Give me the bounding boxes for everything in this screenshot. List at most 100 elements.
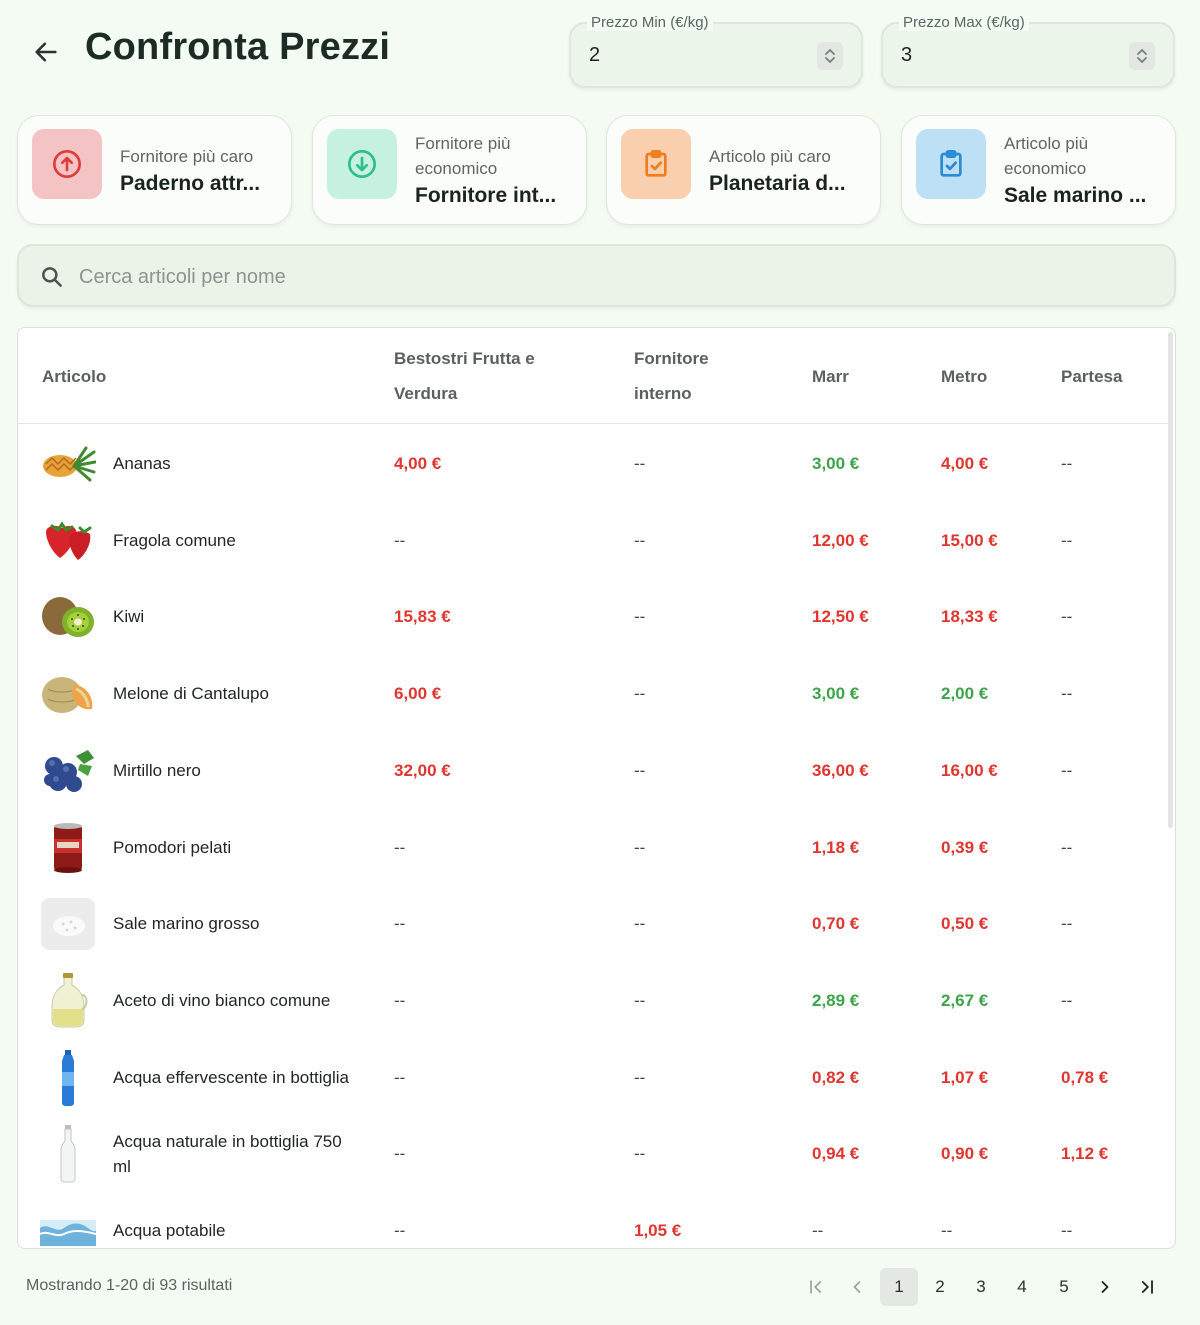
max-price-stepper[interactable]: [1129, 42, 1155, 70]
product-name: Acqua potabile: [113, 1221, 226, 1240]
price-cell: --: [1061, 683, 1073, 703]
table-row[interactable]: Aceto di vino bianco comune -- -- 2,89 € 2,6…: [18, 962, 1168, 1039]
product-name: Kiwi: [113, 607, 145, 626]
product-image: [40, 1050, 96, 1106]
price-cell: 0,82 €: [812, 1067, 860, 1087]
product-name: Fragola comune: [113, 531, 236, 550]
card-most-expensive-supplier[interactable]: Fornitore più caro Paderno attr...: [17, 115, 292, 225]
card-cheapest-supplier[interactable]: Fornitore più economico Fornitore int...: [312, 115, 587, 225]
table-row[interactable]: Pomodori pelati -- -- 1,18 € 0,39 € --: [18, 809, 1168, 886]
page-button-2[interactable]: 2: [935, 1277, 945, 1296]
table-row[interactable]: Acqua effervescente in bottiglia -- -- 0,82…: [18, 1039, 1168, 1116]
page-button-5[interactable]: 5: [1059, 1277, 1069, 1296]
price-cell: 12,50 €: [812, 606, 869, 626]
first-page-button[interactable]: [797, 1268, 835, 1306]
card-label: Articolo più economico: [1004, 134, 1089, 178]
column-header-supplier[interactable]: Partesa: [1061, 366, 1123, 386]
card-badge: [327, 129, 397, 199]
price-cell: --: [1061, 760, 1073, 780]
price-cell: 15,00 €: [941, 530, 998, 550]
price-cell: 32,00 €: [394, 760, 451, 780]
price-cell: --: [394, 1067, 406, 1087]
previous-page-button[interactable]: [838, 1268, 876, 1306]
card-label: Articolo più caro: [709, 146, 831, 166]
product-image: [40, 667, 96, 721]
table-header: Articolo Bestostri Frutta e Verdura Forn…: [18, 328, 1168, 424]
price-cell: 1,05 €: [634, 1220, 682, 1240]
table-row[interactable]: Melone di Cantalupo 6,00 € -- 3,00 € 2,00 € -…: [18, 655, 1168, 732]
table-scrollbar[interactable]: [1168, 332, 1173, 828]
table-row[interactable]: Acqua naturale in bottiglia 750 ml -- -- 0,…: [18, 1115, 1168, 1192]
search-input[interactable]: [79, 264, 1079, 290]
card-badge: [916, 129, 986, 199]
table-row[interactable]: Fragola comune -- -- 12,00 € 15,00 € --: [18, 502, 1168, 579]
table-row[interactable]: Sale marino grosso -- -- 0,70 € 0,50 € --: [18, 885, 1168, 962]
card-value: Planetaria d...: [709, 171, 846, 195]
chevron-left-icon: [853, 1281, 861, 1293]
table-row[interactable]: Mirtillo nero 32,00 € -- 36,00 € 16,00 € --: [18, 732, 1168, 809]
max-price-field[interactable]: Prezzo Max (€/kg): [881, 14, 1175, 88]
price-cell: 2,67 €: [941, 990, 989, 1010]
search-bar[interactable]: [17, 244, 1176, 307]
price-cell: --: [634, 1067, 646, 1087]
price-cell: 1,07 €: [941, 1067, 989, 1087]
page-button-3[interactable]: 3: [976, 1277, 986, 1296]
product-image: [40, 590, 96, 644]
product-name: Ananas: [113, 454, 171, 473]
table-row[interactable]: Kiwi 15,83 € -- 12,50 € 18,33 € --: [18, 578, 1168, 655]
column-header-supplier[interactable]: Metro: [941, 366, 988, 386]
column-header-supplier[interactable]: Marr: [812, 366, 849, 386]
last-page-icon: [1141, 1280, 1153, 1294]
card-badge: [32, 129, 102, 199]
page-button-1[interactable]: 1: [880, 1268, 918, 1306]
price-cell: 3,00 €: [812, 453, 860, 473]
price-cell: --: [941, 1220, 953, 1240]
price-cell: 15,83 €: [394, 606, 451, 626]
price-cell: 36,00 €: [812, 760, 869, 780]
product-image: [40, 437, 96, 491]
price-cell: --: [634, 1143, 646, 1163]
min-price-label: Prezzo Min (€/kg): [587, 14, 713, 31]
price-cell: --: [394, 530, 406, 550]
price-cell: --: [1061, 530, 1073, 550]
price-cell: 2,00 €: [941, 683, 989, 703]
card-label: Fornitore più economico: [415, 134, 511, 178]
price-cell: --: [394, 913, 406, 933]
last-page-button[interactable]: [1128, 1268, 1166, 1306]
next-page-button[interactable]: [1086, 1268, 1124, 1306]
card-most-expensive-item[interactable]: Articolo più caro Planetaria d...: [606, 115, 881, 225]
price-cell: --: [1061, 606, 1073, 626]
product-name: Melone di Cantalupo: [113, 684, 269, 703]
price-cell: 0,70 €: [812, 913, 860, 933]
chevron-right-icon: [1101, 1281, 1109, 1293]
card-cheapest-item[interactable]: Articolo più economico Sale marino ...: [901, 115, 1176, 225]
card-badge: [621, 129, 691, 199]
price-cell: --: [1061, 913, 1073, 933]
arrow-left-icon: [35, 42, 57, 62]
price-cell: 12,00 €: [812, 530, 869, 550]
min-price-stepper[interactable]: [817, 42, 843, 70]
table-row[interactable]: Acqua potabile -- 1,05 € -- -- --: [18, 1192, 1168, 1248]
card-value: Sale marino ...: [1004, 184, 1147, 207]
page-title: Confronta Prezzi: [85, 26, 391, 68]
max-price-input[interactable]: [901, 44, 1101, 67]
column-header-supplier[interactable]: Fornitore interno: [634, 349, 709, 403]
back-button[interactable]: [28, 34, 64, 70]
price-cell: --: [634, 683, 646, 703]
page-button-4[interactable]: 4: [1017, 1277, 1027, 1296]
column-header-article[interactable]: Articolo: [42, 366, 107, 386]
price-table[interactable]: Articolo Bestostri Frutta e Verdura Forn…: [17, 327, 1176, 1249]
price-cell: 6,00 €: [394, 683, 442, 703]
price-cell: 4,00 €: [941, 453, 989, 473]
product-image: [40, 897, 96, 951]
chevron-up-down-icon: [825, 49, 835, 63]
product-name: Acqua naturale in bottiglia 750 ml: [113, 1131, 342, 1176]
price-cell: 0,39 €: [941, 837, 989, 857]
min-price-field[interactable]: Prezzo Min (€/kg): [569, 14, 863, 88]
column-header-supplier[interactable]: Bestostri Frutta e Verdura: [394, 349, 535, 403]
table-row[interactable]: Ananas 4,00 € -- 3,00 € 4,00 € --: [18, 425, 1168, 502]
product-name: Pomodori pelati: [113, 838, 232, 857]
price-cell: --: [634, 990, 646, 1010]
product-image: [40, 1204, 96, 1248]
min-price-input[interactable]: [589, 44, 789, 67]
